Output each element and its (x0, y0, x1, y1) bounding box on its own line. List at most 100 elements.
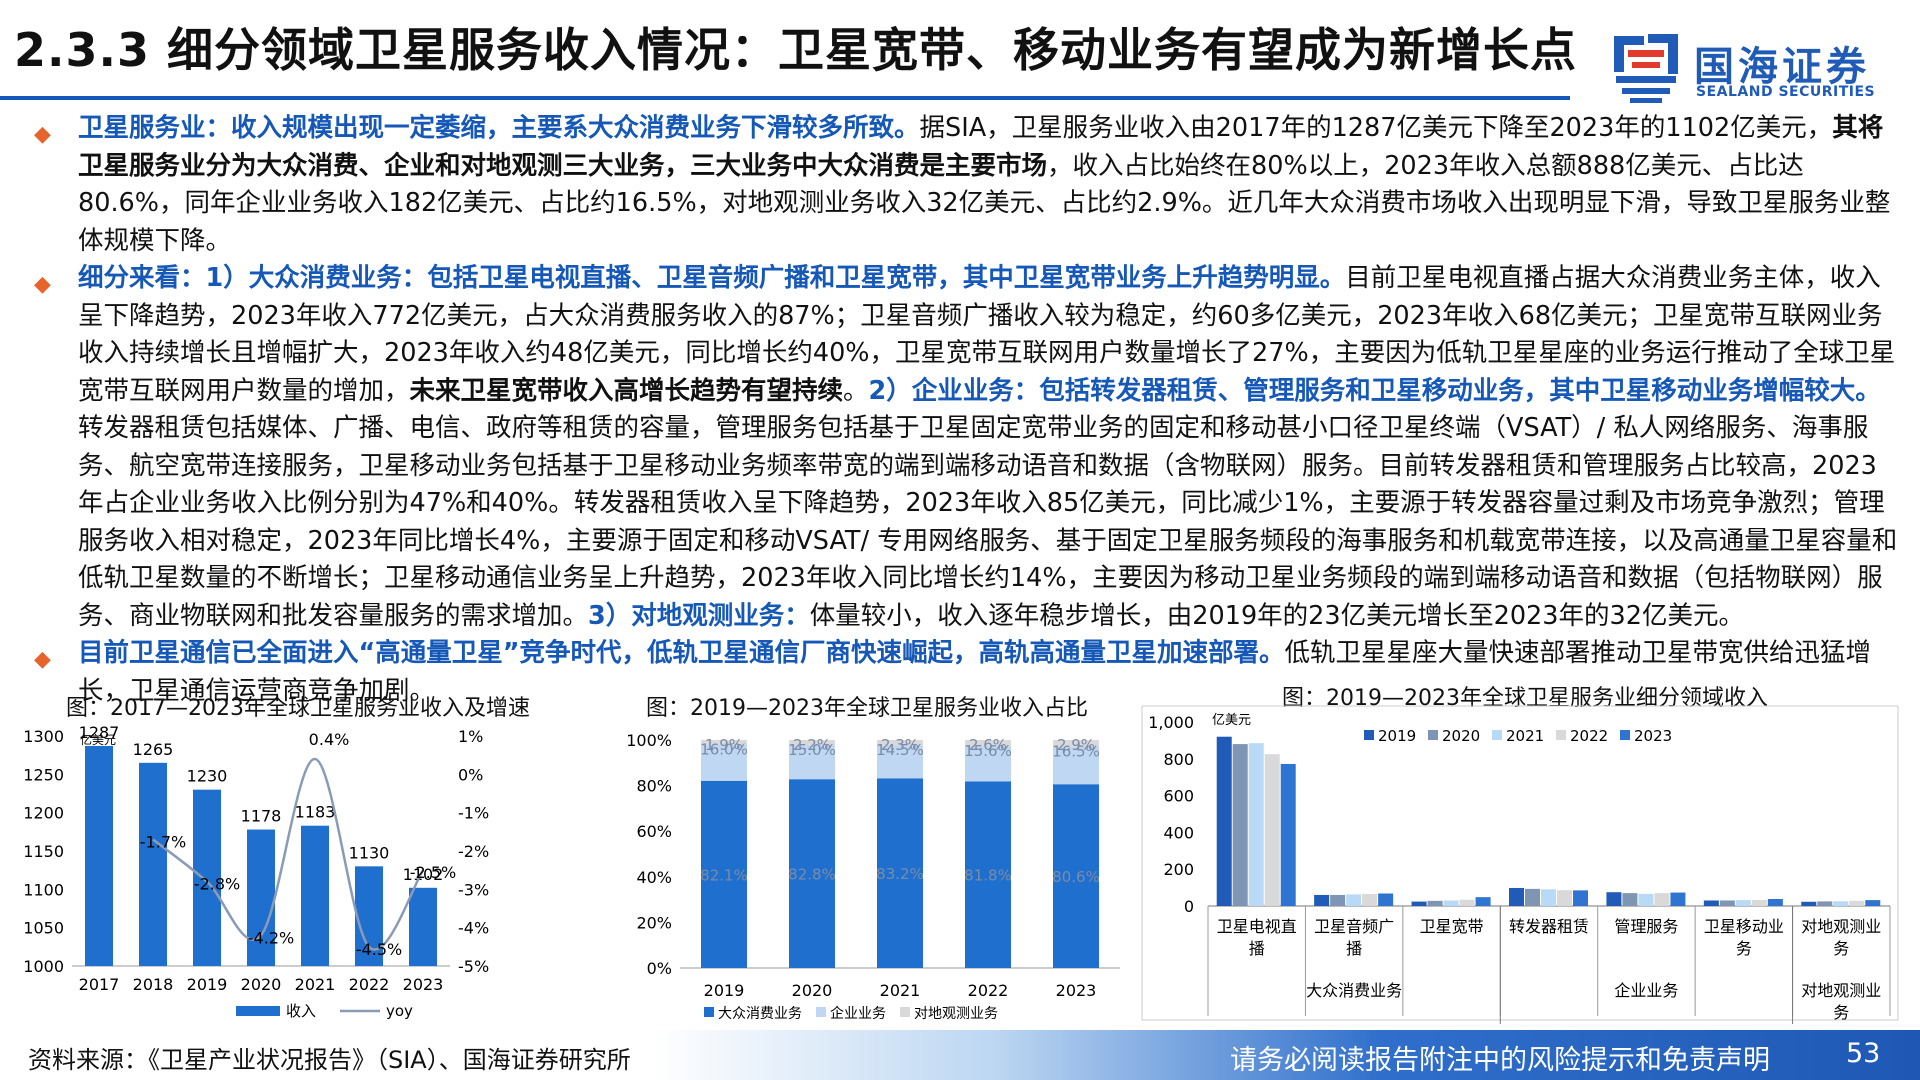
x-tick-label: 2018 (133, 975, 174, 994)
bar-segment (789, 740, 835, 746)
chart-frame (1141, 705, 1899, 1021)
figure3-title: 图：2019—2023年全球卫星服务业细分领域收入 (1282, 686, 1768, 711)
yoy-value-label: 0.4% (309, 730, 350, 749)
bar-value-label: 1230 (187, 767, 228, 786)
legend-label: 企业业务 (830, 1005, 886, 1022)
figure2-title: 图：2019—2023年全球卫星服务业收入占比 (646, 696, 1088, 721)
bar-2020 (1817, 901, 1833, 906)
bold-text: 未来卫星宽带收入高增长趋势有望持续 (409, 375, 844, 406)
y-tick-label: 200 (1163, 860, 1194, 879)
x-tick-label: 2019 (704, 981, 745, 1000)
share-label-enterprise: 16.5% (1052, 743, 1100, 761)
bar-2023 (1670, 892, 1686, 906)
share-label-consumer: 82.8% (788, 866, 836, 884)
yoy-line (152, 757, 425, 951)
x-category-label-cont: 务 (1736, 939, 1752, 958)
revenue-share-chart: 0% 20% 40% 60% 80% 100% 82.1% 16.0%1.9% 2019 82.8… (626, 731, 1120, 1022)
bar-2020 (1622, 893, 1638, 906)
legend-swatch (816, 1007, 826, 1017)
paragraph-hts-era: ◆ 目前卫星通信已全面进入“高通量卫星”竞争时代，低轨卫星通信厂商快速崛起，高轨高… (30, 635, 1900, 710)
bar-2019 (1216, 736, 1232, 906)
legend-label: 2021 (1506, 727, 1544, 745)
bar-value-label: 1102 (403, 865, 444, 884)
x-category-label: 卫星电视直 (1217, 917, 1297, 936)
legend-swatch (1364, 730, 1374, 740)
legend-label: 对地观测业务 (914, 1006, 998, 1022)
highlight-text: 目前卫星通信已全面进入“高通量卫星”竞争时代，低轨卫星通信厂商快速崛起，高轨高通… (78, 638, 1285, 668)
share-label-earth-obs: 2.9% (1057, 736, 1095, 754)
logo-text-cn: 国海证券 (1694, 44, 1870, 90)
share-label-enterprise: 16.0% (700, 740, 748, 758)
bar-2023 (1280, 763, 1296, 906)
yoy-value-label: -2.5% (410, 863, 456, 882)
y-tick-label: 40% (636, 868, 672, 887)
bar-2023 (1865, 900, 1881, 906)
x-category-label-cont: 务 (1833, 939, 1849, 958)
bar-2022 (1264, 754, 1280, 906)
yoy-value-label: -4.2% (248, 928, 294, 947)
logo-text-en: SEALAND SECURITIES (1696, 84, 1876, 100)
company-logo: 国海证券 SEALAND SECURITIES (1612, 30, 1902, 110)
bar-segment (1053, 784, 1099, 968)
bar-2019 (1314, 894, 1330, 906)
x-tick-label: 2022 (968, 981, 1009, 1000)
legend-swatch (1428, 730, 1438, 740)
y-tick-label: 0 (1184, 897, 1194, 916)
bar-2023 (1573, 890, 1588, 906)
x-category-label: 管理服务 (1614, 917, 1678, 936)
diamond-bullet-icon: ◆ (34, 647, 51, 672)
highlight-text: 3）对地观测业务： (588, 600, 810, 631)
bar-2021 (1346, 894, 1362, 906)
paragraph-service-revenue: ◆ 卫星服务业：收入规模出现一定萎缩，主要系大众消费业务下滑较多所致。据SIA，卫… (30, 110, 1900, 260)
bar-segment (701, 744, 747, 781)
bar-value-label: 1130 (349, 843, 390, 862)
bar-segment (1053, 746, 1099, 785)
legend-label-revenue: 收入 (286, 1002, 316, 1020)
share-label-earth-obs: 2.3% (881, 736, 919, 754)
bar-2019 (1801, 901, 1817, 906)
bar-segment (701, 740, 747, 745)
diamond-bullet-icon: ◆ (34, 272, 51, 297)
legend-label: 2022 (1570, 727, 1608, 745)
body-text-span: 。 (843, 375, 869, 406)
body-text: ◆ 卫星服务业：收入规模出现一定萎缩，主要系大众消费业务下滑较多所致。据SIA，卫… (30, 110, 1900, 710)
share-label-earth-obs: 1.9% (705, 736, 743, 754)
y-tick-label: 100% (626, 731, 672, 750)
highlight-text: 2）企业业务：包括转发器租赁、管理服务和卫星移动业务，其中卫星移动业务增幅较大。 (868, 375, 1881, 406)
bar-segment (965, 745, 1011, 782)
share-label-consumer: 81.8% (964, 867, 1012, 885)
bar-2022 (1362, 894, 1378, 906)
y2-tick-label: -5% (458, 957, 489, 976)
highlight-text: 细分来看：1）大众消费业务：包括卫星电视直播、卫星音频广播和卫星宽带，其中卫星宽… (78, 263, 1346, 293)
bar-revenue (247, 829, 275, 966)
bar-2023 (1475, 897, 1491, 906)
bar-2019 (1606, 892, 1622, 906)
footer-source: 资料来源：《卫星产业状况报告》（SIA）、国海证券研究所 (28, 1046, 631, 1074)
group-label: 企业业务 (1614, 981, 1678, 1000)
x-tick-label: 2020 (241, 975, 282, 994)
legend-label: 2019 (1378, 727, 1416, 745)
x-tick-label: 2021 (295, 975, 336, 994)
bar-segment (877, 740, 923, 746)
figure1-title: 图：2017—2023年全球卫星服务业收入及增速 (66, 696, 530, 721)
bar-2020 (1427, 900, 1443, 906)
y-tick-label: 0% (647, 959, 672, 978)
bar-2021 (1443, 900, 1459, 906)
x-tick-label: 2022 (349, 975, 390, 994)
legend-swatch (1556, 730, 1566, 740)
body-text-span: 据SIA，卫星服务业收入由2017年的1287亿美元下降至2023年的1102亿… (919, 113, 1833, 143)
x-category-label: 卫星宽带 (1420, 917, 1484, 936)
bar-2022 (1459, 899, 1475, 906)
bar-value-label: 1183 (295, 803, 336, 822)
yoy-value-label: -2.8% (194, 875, 240, 894)
footer-disclaimer[interactable]: 请务必阅读报告附注中的风险提示和免责声明 (1230, 1045, 1770, 1076)
x-tick-label: 2023 (403, 975, 444, 994)
body-text-span: 体量较小，收入逐年稳步增长，由2019年的23亿美元增长至2023年的32亿美元… (809, 600, 1744, 631)
y2-tick-label: -4% (458, 919, 489, 938)
x-category-label: 卫星移动业 (1704, 917, 1784, 936)
y-tick-label: 1300 (23, 727, 64, 746)
bar-revenue (409, 887, 437, 966)
highlight-text: 卫星服务业：收入规模出现一定萎缩，主要系大众消费业务下滑较多所致。 (78, 113, 920, 143)
bar-2022 (1654, 893, 1670, 906)
x-category-label: 卫星音频广 (1314, 917, 1394, 936)
